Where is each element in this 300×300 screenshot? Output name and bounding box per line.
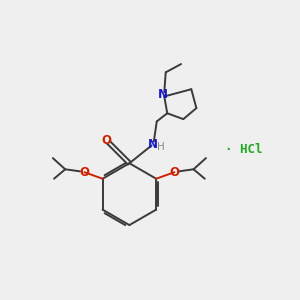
Text: N: N: [158, 88, 168, 101]
Text: O: O: [169, 166, 179, 179]
Text: O: O: [80, 166, 89, 179]
Text: O: O: [102, 134, 112, 147]
Text: · HCl: · HCl: [226, 143, 263, 157]
Text: H: H: [157, 142, 165, 152]
Text: N: N: [148, 138, 158, 151]
